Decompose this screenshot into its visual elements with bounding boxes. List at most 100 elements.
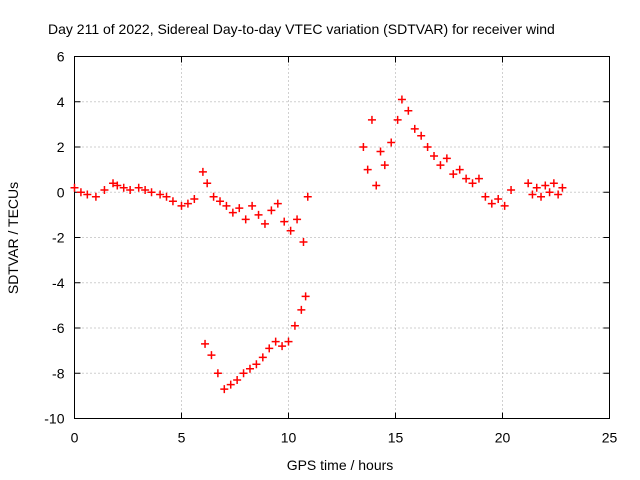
x-axis-label: GPS time / hours bbox=[287, 457, 394, 473]
data-point bbox=[273, 199, 282, 208]
data-point bbox=[299, 238, 308, 247]
data-point bbox=[442, 154, 451, 163]
data-point bbox=[393, 115, 402, 124]
data-point bbox=[209, 192, 218, 201]
data-point bbox=[532, 183, 541, 192]
data-point bbox=[430, 152, 439, 161]
data-point bbox=[183, 199, 192, 208]
x-tick-labels: 0 5 10 15 20 25 bbox=[71, 430, 618, 446]
data-point bbox=[372, 181, 381, 190]
chart-title: Day 211 of 2022, Sidereal Day-to-day VTE… bbox=[48, 21, 555, 37]
data-point bbox=[528, 190, 537, 199]
y-tick-label: 6 bbox=[57, 49, 65, 65]
data-point bbox=[286, 226, 295, 235]
data-point bbox=[220, 385, 229, 394]
data-point bbox=[201, 339, 210, 348]
data-point bbox=[301, 292, 310, 301]
data-point bbox=[558, 183, 567, 192]
y-tick-label: -4 bbox=[52, 275, 65, 291]
data-point bbox=[239, 369, 248, 378]
y-tick-label: -8 bbox=[52, 365, 65, 381]
y-tick-label: -10 bbox=[44, 411, 64, 427]
data-point bbox=[190, 195, 199, 204]
data-point bbox=[410, 124, 419, 133]
data-point bbox=[423, 143, 432, 151]
data-point bbox=[376, 147, 385, 156]
data-point bbox=[297, 305, 306, 314]
data-point bbox=[235, 204, 244, 213]
data-point bbox=[252, 360, 261, 369]
data-point bbox=[500, 201, 509, 210]
data-point bbox=[387, 138, 396, 147]
data-point bbox=[76, 188, 85, 197]
data-point bbox=[545, 188, 554, 197]
data-point bbox=[271, 337, 280, 346]
data-point bbox=[468, 179, 477, 188]
data-point bbox=[254, 210, 263, 219]
data-point bbox=[233, 376, 242, 385]
data-point bbox=[359, 143, 368, 151]
data-point bbox=[293, 215, 302, 224]
data-point bbox=[265, 344, 274, 353]
data-point bbox=[228, 208, 237, 217]
data-point bbox=[284, 337, 293, 346]
data-point bbox=[449, 170, 458, 179]
data-point bbox=[207, 351, 216, 360]
y-axis-label: SDTVAR / TECUs bbox=[5, 182, 21, 294]
data-point bbox=[397, 95, 406, 104]
grid-lines bbox=[74, 56, 610, 419]
data-point bbox=[363, 165, 372, 174]
data-point bbox=[258, 353, 267, 362]
data-point bbox=[487, 199, 496, 208]
data-point bbox=[303, 192, 312, 201]
data-point bbox=[134, 183, 143, 192]
data-point bbox=[537, 192, 546, 201]
data-point bbox=[156, 190, 165, 199]
x-tick-label: 5 bbox=[178, 430, 186, 446]
data-point bbox=[91, 192, 100, 201]
data-point bbox=[380, 161, 389, 170]
data-point bbox=[222, 201, 231, 210]
data-point bbox=[168, 197, 177, 206]
series-segment-3 bbox=[359, 95, 516, 210]
x-tick-label: 15 bbox=[388, 430, 404, 446]
x-tick-label: 0 bbox=[71, 430, 79, 446]
data-point bbox=[126, 185, 135, 194]
x-tick-label: 25 bbox=[602, 430, 618, 446]
data-point bbox=[278, 342, 287, 351]
data-point bbox=[436, 161, 445, 170]
series-segment-1 bbox=[70, 167, 312, 247]
data-points bbox=[70, 95, 567, 394]
data-point bbox=[462, 174, 471, 183]
data-point bbox=[162, 192, 171, 201]
data-point bbox=[100, 185, 109, 194]
data-point bbox=[119, 183, 128, 192]
data-point bbox=[455, 165, 464, 174]
data-point bbox=[524, 179, 533, 188]
data-point bbox=[141, 185, 150, 194]
data-point bbox=[494, 195, 503, 204]
series-segment-4 bbox=[524, 179, 567, 201]
data-point bbox=[109, 179, 118, 188]
data-point bbox=[245, 364, 254, 373]
data-point bbox=[367, 115, 376, 124]
data-point bbox=[241, 215, 250, 224]
y-tick-label: 2 bbox=[57, 139, 65, 155]
y-tick-label: -6 bbox=[52, 320, 65, 336]
data-point bbox=[70, 183, 79, 192]
data-point bbox=[474, 174, 483, 183]
series-segment-2 bbox=[201, 292, 310, 394]
y-tick-label: -2 bbox=[52, 230, 65, 246]
data-point bbox=[290, 321, 299, 330]
data-point bbox=[213, 369, 222, 378]
data-point bbox=[417, 131, 426, 140]
y-tick-label: 0 bbox=[57, 184, 65, 200]
data-point bbox=[198, 167, 207, 176]
plot-frame bbox=[74, 56, 610, 419]
data-point bbox=[226, 380, 235, 389]
data-point bbox=[147, 188, 156, 197]
x-tick-label: 10 bbox=[281, 430, 297, 446]
data-point bbox=[83, 190, 92, 199]
x-tick-label: 20 bbox=[495, 430, 511, 446]
